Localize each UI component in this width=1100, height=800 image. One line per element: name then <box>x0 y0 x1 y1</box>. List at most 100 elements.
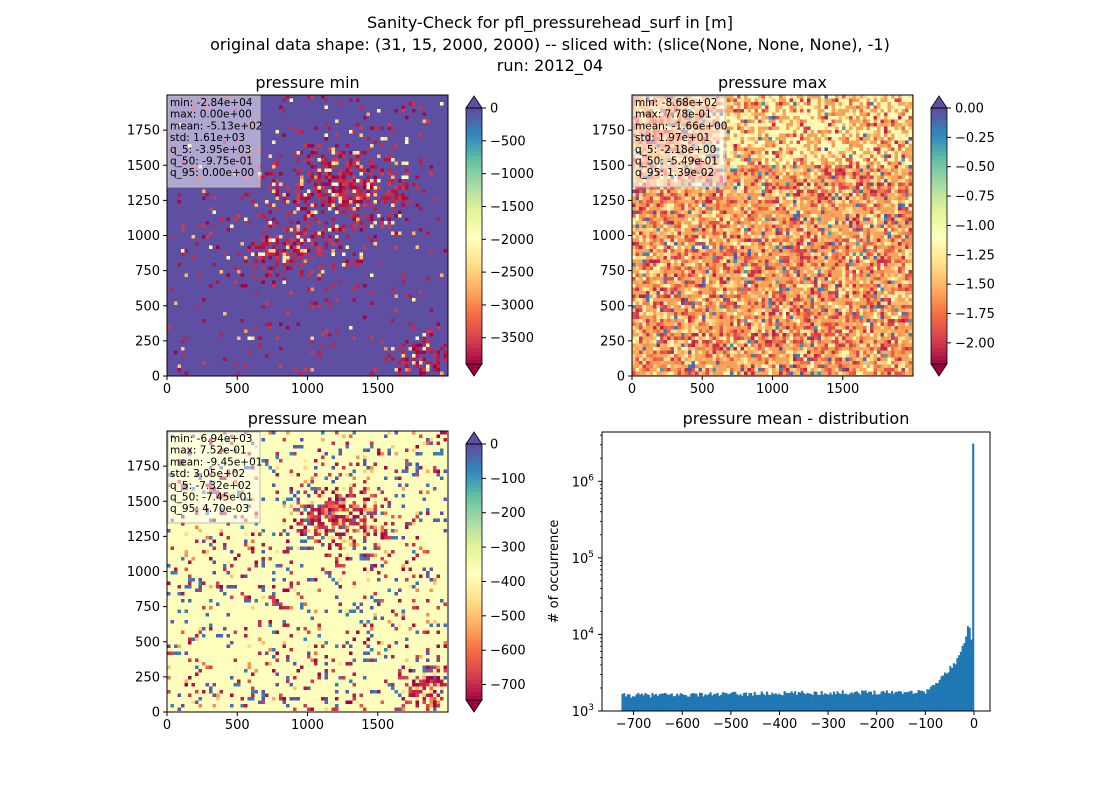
y-tick-label: 1750 <box>592 124 625 139</box>
histogram-bar <box>758 694 761 711</box>
histogram-bar <box>637 692 640 711</box>
x-tick-label: 1000 <box>756 382 789 397</box>
histogram-bar <box>774 693 777 711</box>
histogram-bar <box>706 695 709 711</box>
stats-line: q_50: -7.45e-01 <box>170 492 253 504</box>
y-tick-label: 1000 <box>127 565 160 580</box>
colorbar-extend-bottom <box>465 699 483 713</box>
x-tick-label: 0 <box>628 382 636 397</box>
histogram-bar <box>632 696 635 711</box>
colorbar: 0 −500 −1000 −1500 −2000 −2500 −3000 −3500 <box>465 95 534 377</box>
y-tick-label: 750 <box>135 600 160 615</box>
colorbar-tick-label: −100 <box>490 472 526 487</box>
histogram-bar <box>936 683 939 711</box>
histogram-bar <box>912 693 915 711</box>
histogram-bar <box>688 696 691 711</box>
stats-line: std: 1.97e+01 <box>635 132 710 144</box>
histogram-bar <box>966 626 969 711</box>
histogram-bar <box>651 692 654 711</box>
histogram-bar <box>714 693 717 711</box>
colorbar-tick-label: −1.00 <box>955 219 995 234</box>
colorbar-tick-label: −500 <box>490 609 526 624</box>
stats-line: min: -2.84e+04 <box>170 97 253 109</box>
histogram-bar <box>861 690 864 711</box>
histogram-bar <box>751 695 754 711</box>
x-tick-label: 0 <box>163 718 171 733</box>
histogram-bar <box>801 690 804 711</box>
colorbar-tick-label: −3500 <box>490 331 534 346</box>
y-tick-label: 1500 <box>127 159 160 174</box>
colorbar-tick-label: −500 <box>490 134 526 149</box>
x-tick-label: 500 <box>225 382 250 397</box>
histogram-bar <box>866 692 869 711</box>
histogram-bar <box>811 694 814 711</box>
colorbar-tick-label: 0 <box>490 102 498 117</box>
figure-suptitle-line-2: original data shape: (31, 15, 2000, 2000… <box>210 35 890 54</box>
histogram-bar <box>908 691 911 711</box>
histogram-bar <box>778 693 781 711</box>
histogram-bar <box>769 695 772 711</box>
panel-title: pressure min <box>255 73 359 92</box>
histogram-bar <box>841 690 844 711</box>
colorbar-extend-top <box>465 95 483 109</box>
x-tick-label: 500 <box>690 382 715 397</box>
colorbar-frame <box>465 443 483 701</box>
histogram-bar <box>882 690 885 711</box>
histogram-bar <box>868 691 871 711</box>
histogram-bar <box>797 692 800 711</box>
histogram-bar <box>965 636 968 711</box>
histogram-bar <box>691 693 695 711</box>
stats-line: q_5: -3.95e+03 <box>170 144 251 156</box>
x-tick-label: 1000 <box>291 718 324 733</box>
histogram-bar <box>850 692 853 711</box>
histogram-bar <box>924 693 927 711</box>
stats-line: q_5: -7.32e+02 <box>170 480 251 492</box>
histogram-bar <box>919 690 922 711</box>
histogram-bar <box>727 694 730 711</box>
histogram-bar <box>736 694 739 711</box>
x-tick-label: 1500 <box>826 382 859 397</box>
histogram-bar <box>697 696 700 711</box>
histogram-bar <box>702 696 705 711</box>
histogram-bar <box>802 693 806 711</box>
histogram-bar <box>896 691 899 711</box>
histogram-bar <box>818 694 821 711</box>
colorbar-tick-label: −2500 <box>490 266 534 281</box>
histogram-bar <box>748 693 751 711</box>
histogram-bar <box>822 694 825 711</box>
colorbar: 0.00 −0.25 −0.50 −0.75 −1.00 −1.25 −1.50 −1.75 −… <box>930 95 995 377</box>
histogram-bar <box>804 694 807 711</box>
histogram-bar <box>672 696 675 711</box>
y-tick-label: 250 <box>135 670 160 685</box>
histogram-bar <box>647 694 650 711</box>
histogram-bar <box>901 694 904 711</box>
histogram-bar <box>707 693 710 711</box>
histogram-bar <box>690 693 693 711</box>
stats-line: mean: -1.66e+00 <box>635 120 727 132</box>
histogram-bar <box>854 691 857 711</box>
y-tick-label: 104 <box>572 626 595 643</box>
histogram-bar <box>864 690 867 711</box>
histogram-bar <box>669 694 672 711</box>
histogram-bar <box>921 690 924 711</box>
histogram-bar <box>859 694 862 711</box>
histogram-bar <box>915 692 918 711</box>
histogram-bar <box>889 693 892 711</box>
colorbar-tick-label: −300 <box>490 541 526 556</box>
histogram-bar <box>855 691 858 711</box>
histogram-bar <box>817 694 820 711</box>
x-tick-label: 1500 <box>361 382 394 397</box>
histogram-bar <box>887 693 890 711</box>
histogram-bar <box>646 694 649 711</box>
histogram-bar <box>720 694 723 711</box>
y-tick-label: 106 <box>572 473 595 490</box>
histogram-bar <box>776 694 779 711</box>
histogram-bar <box>862 690 865 711</box>
histogram-bar <box>790 691 793 711</box>
histogram-bar <box>725 692 728 711</box>
histogram-bar <box>743 692 746 711</box>
colorbar-tick-label: −1.50 <box>955 278 995 293</box>
histogram-bar <box>831 694 834 711</box>
histogram-bar <box>873 690 876 711</box>
